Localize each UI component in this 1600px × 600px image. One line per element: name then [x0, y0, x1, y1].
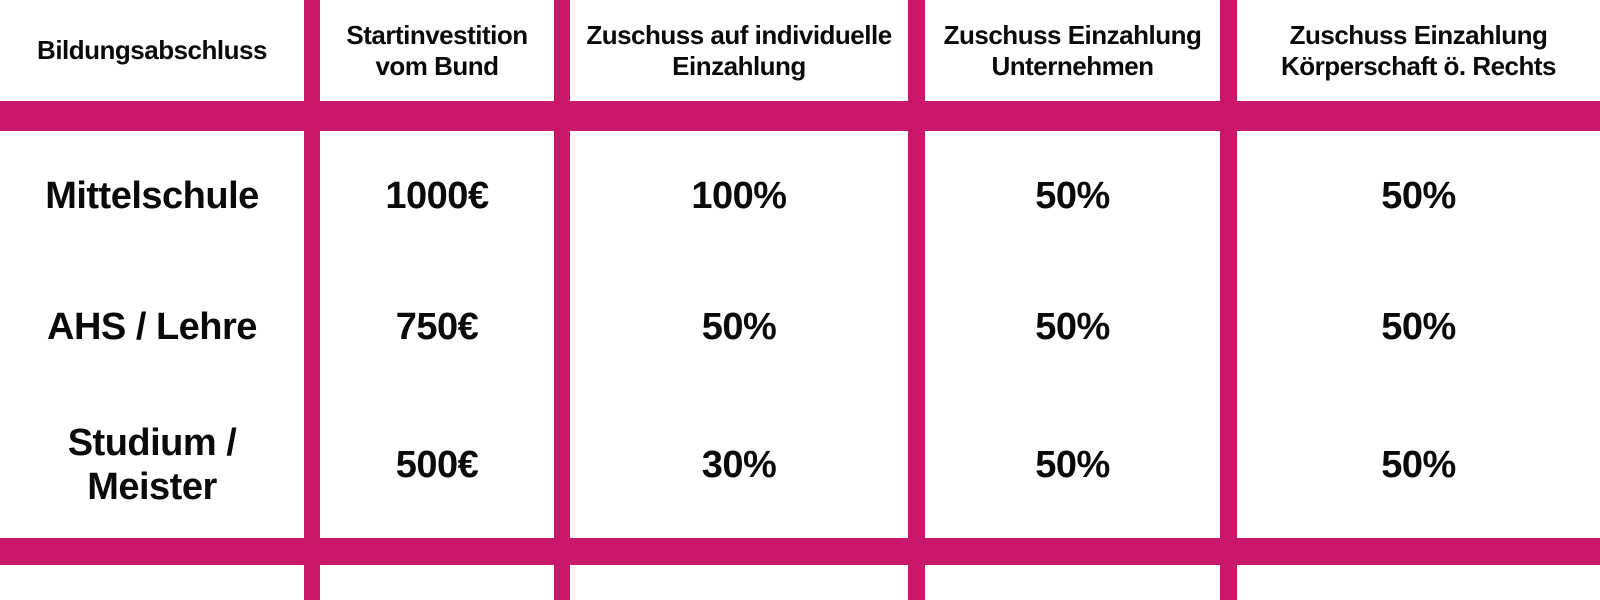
table-cell: 50%: [1035, 443, 1110, 486]
column-header-zuschuss-unternehmen: Zuschuss Einzahlung Unternehmen: [943, 19, 1202, 81]
table-cell: 50%: [1035, 306, 1110, 349]
table-cell: 50%: [701, 306, 777, 349]
column-divider-1: [304, 0, 320, 600]
row-label-ahs-lehre: AHS / Lehre: [47, 306, 257, 349]
table-cell: 50%: [1035, 175, 1110, 218]
column-divider-2: [554, 0, 570, 600]
table-cell: 50%: [1381, 443, 1456, 486]
row-label-mittelschule: Mittelschule: [45, 175, 259, 218]
column-header-bildungsabschluss: Bildungsabschluss: [37, 35, 267, 66]
header-divider: [0, 101, 1600, 131]
column-divider-3: [908, 0, 925, 600]
row-label-studium-meister: Studium / Meister: [67, 421, 237, 508]
table-cell: 100%: [691, 175, 787, 218]
column-header-zuschuss-individuell: Zuschuss auf individuelle Einzahlung: [586, 19, 892, 81]
table-cell: 30%: [701, 443, 777, 486]
table-cell: 50%: [1381, 306, 1456, 349]
footer-divider: [0, 538, 1600, 565]
table-cell: 500€: [395, 443, 479, 486]
column-divider-4: [1220, 0, 1237, 600]
table-cell: 50%: [1381, 175, 1456, 218]
column-header-zuschuss-koerperschaft: Zuschuss Einzahlung Körperschaft ö. Rech…: [1280, 19, 1557, 81]
table-cell: 750€: [395, 306, 479, 349]
column-header-startinvestition: Startinvestition vom Bund: [346, 19, 528, 81]
table-cell: 1000€: [385, 175, 489, 218]
